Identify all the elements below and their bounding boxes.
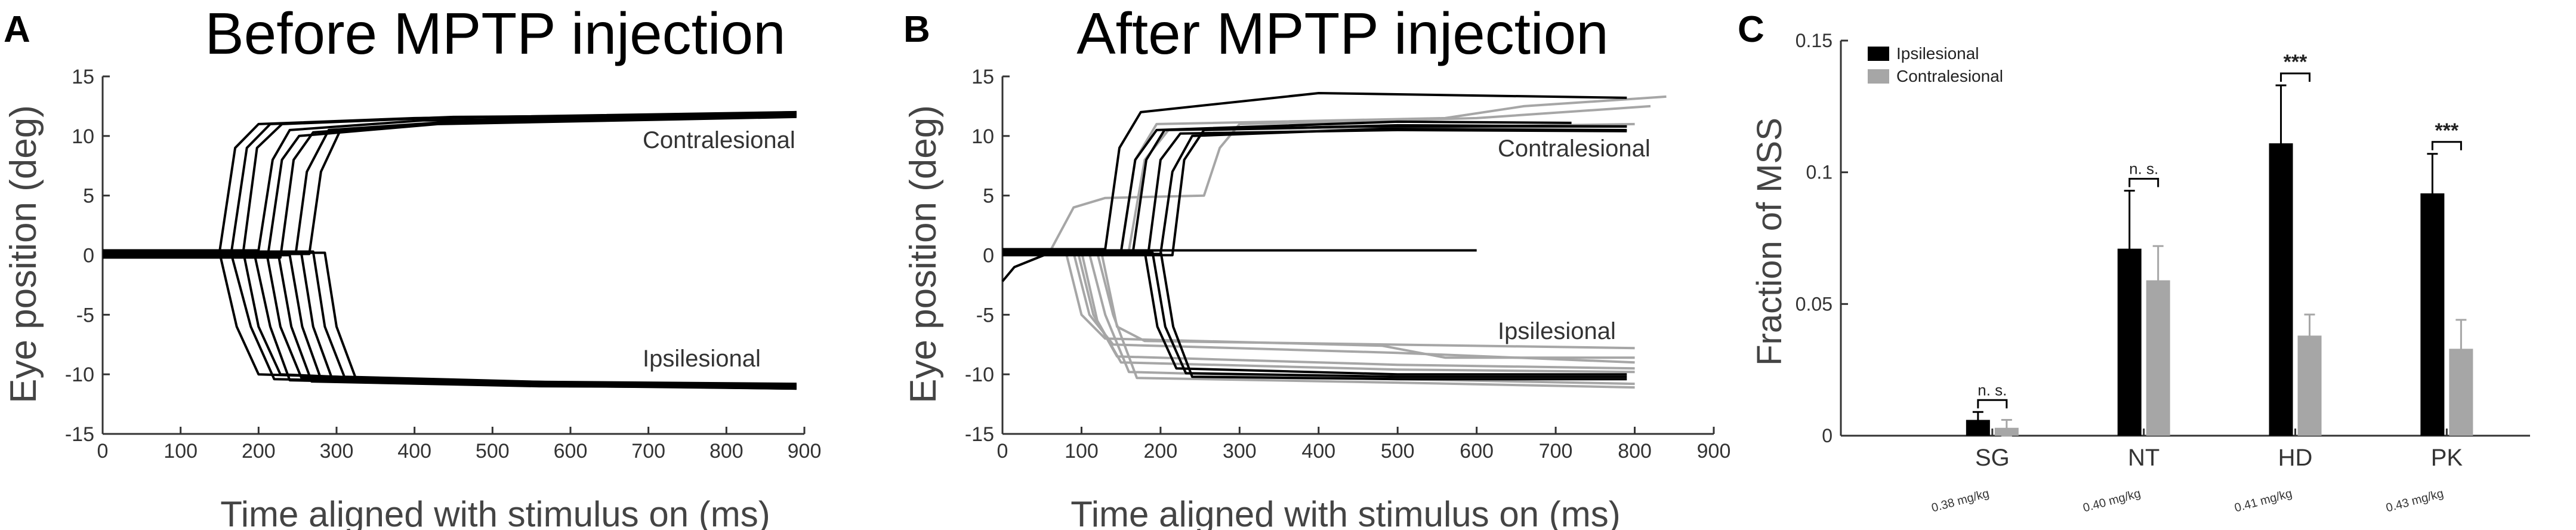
panel-a-xlabel: Time aligned with stimulus on (ms)	[220, 494, 770, 530]
panel-b-x-tick-label: 900	[1697, 440, 1731, 463]
panel-c-significance-bracket	[2431, 141, 2462, 150]
panel-c-significance-label: n. s.	[2129, 160, 2158, 178]
panel-a-y-tick-label: 0	[83, 245, 94, 267]
panel-b-trace	[1002, 120, 1572, 253]
legend-label-contralesional: Contralesional	[1896, 67, 2003, 85]
panel-b-xlabel: Time aligned with stimulus on (ms)	[1070, 494, 1620, 530]
panel-c-significance-bracket	[2280, 72, 2311, 82]
panel-b-trace	[1002, 249, 1627, 381]
panel-b-x-tick-label: 800	[1618, 440, 1652, 463]
panel-a-x-tick-label: 900	[788, 440, 822, 463]
panel-c-dose-label: 0.41 mg/kg	[2233, 487, 2293, 515]
panel-c-category-label: NT	[2128, 445, 2159, 471]
panel-c-dose-label: 0.40 mg/kg	[2082, 487, 2142, 515]
panel-b-y-tick-label: 5	[983, 185, 994, 208]
panel-b-y-tick-label: -5	[976, 304, 994, 326]
panel-b-ylabel: Eye position (deg)	[903, 105, 944, 403]
panel-a-x-tick-label: 200	[242, 440, 276, 463]
panel-a-x-tick-label: 100	[163, 440, 198, 463]
legend-swatch-ipsilesional	[1868, 47, 1889, 61]
panel-c-y-tick-label: 0.15	[1796, 30, 1832, 51]
panel-a-annotation-contralesional: Contralesional	[643, 127, 795, 153]
panel-b-x-tick-label: 200	[1144, 440, 1178, 463]
panel-a-x-tick-label: 300	[320, 440, 354, 463]
panel-c-significance-label: n. s.	[1977, 381, 2007, 399]
legend: Ipsilesional Contralesional	[1868, 44, 2003, 85]
panel-a-y-tick-label: -5	[76, 304, 94, 326]
panel-c-y-tick-label: 0	[1822, 425, 1832, 446]
panel-b-y-tick-label: 0	[983, 245, 994, 267]
panel-c-dose-label: 0.38 mg/kg	[1930, 487, 1991, 515]
panel-b-x-tick-label: 300	[1223, 440, 1257, 463]
panel-c-significance-label: ***	[2284, 51, 2307, 73]
panel-b-trace	[1002, 92, 1627, 251]
panel-c-letter: C	[1738, 9, 1764, 50]
panel-c-category-label: HD	[2278, 445, 2313, 471]
panel-c-ylabel: Fraction of MSS	[1750, 118, 1789, 366]
panel-a-y-tick-label: 10	[72, 125, 94, 148]
panel-a-x-tick-label: 800	[709, 440, 744, 463]
panel-c-y-tick-label: 0.1	[1806, 162, 1832, 183]
panel-b-x-tick-label: 0	[997, 440, 1008, 463]
legend-swatch-contralesional	[1868, 69, 1889, 84]
panel-a-annotation-ipsilesional: Ipsilesional	[643, 346, 761, 372]
panel-c-category-label: SG	[1975, 445, 2010, 471]
panel-b-annotation-contralesional: Contralesional	[1498, 135, 1651, 162]
panel-b-x-tick-label: 400	[1301, 440, 1335, 463]
panel-a-x-tick-label: 400	[397, 440, 431, 463]
panel-c-y-tick-label: 0.05	[1796, 293, 1832, 315]
panel-a-trace	[103, 251, 797, 389]
panel-a-title: Before MPTP injection	[205, 1, 785, 66]
panel-b-trace	[1002, 251, 1627, 378]
panel-b-trace	[1002, 250, 1635, 374]
panel-b: B After MPTP injection Eye position (deg…	[903, 1, 1730, 530]
panel-a: A Before MPTP injection Eye position (de…	[3, 1, 821, 530]
panel-b-y-tick-label: -15	[965, 423, 994, 446]
panel-a-x-tick-label: 700	[631, 440, 665, 463]
panel-b-x-tick-label: 700	[1539, 440, 1573, 463]
panel-b-x-tick-label: 100	[1065, 440, 1099, 463]
panel-a-y-tick-label: 15	[72, 66, 94, 88]
panel-a-x-tick-label: 0	[97, 440, 109, 463]
panel-c-significance-bracket	[2128, 178, 2159, 187]
panel-b-letter: B	[903, 9, 930, 50]
panel-a-ylabel: Eye position (deg)	[3, 105, 44, 403]
panel-a-x-tick-label: 600	[554, 440, 588, 463]
panel-c: C Fraction of MSS Ipsilesional Contrales…	[1738, 9, 2530, 515]
panel-a-x-tick-label: 500	[476, 440, 510, 463]
panel-c-significance-bracket	[1977, 399, 2008, 409]
panel-b-y-tick-label: 10	[971, 125, 994, 148]
legend-label-ipsilesional: Ipsilesional	[1896, 44, 1979, 63]
panel-b-x-tick-label: 500	[1381, 440, 1415, 463]
panel-c-dose-label: 0.43 mg/kg	[2384, 487, 2445, 515]
panel-c-category-label: PK	[2431, 445, 2463, 471]
panel-b-annotation-ipsilesional: Ipsilesional	[1498, 318, 1616, 344]
panel-b-y-tick-label: 15	[971, 66, 994, 88]
panel-b-y-tick-label: -10	[965, 363, 994, 386]
panel-a-letter: A	[4, 9, 30, 50]
panel-b-trace	[1002, 124, 1627, 257]
panel-a-y-tick-label: 5	[83, 185, 94, 208]
panel-a-trace	[103, 113, 797, 259]
panel-b-x-tick-label: 600	[1460, 440, 1494, 463]
panel-a-y-tick-label: -15	[65, 423, 94, 446]
panel-a-y-tick-label: -10	[65, 363, 94, 386]
panel-b-trace	[1002, 95, 1667, 254]
panel-c-significance-label: ***	[2435, 119, 2459, 142]
panel-b-title: After MPTP injection	[1076, 1, 1608, 66]
